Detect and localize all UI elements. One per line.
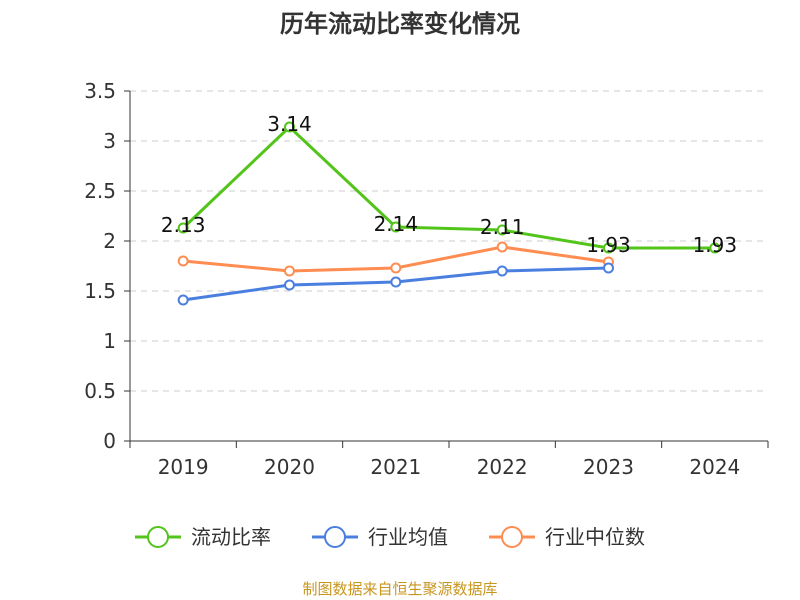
x-tick-label: 2020 [264, 455, 315, 479]
data-point [390, 276, 402, 288]
source-note: 制图数据来自恒生聚源数据库 [302, 580, 497, 598]
data-point [603, 242, 614, 254]
chart-title: 历年流动比率变化情况 [280, 10, 520, 38]
data-label: 1.93 [693, 233, 738, 257]
y-tick-label: 1 [103, 329, 116, 353]
data-point [496, 224, 508, 236]
legend-item[interactable]: 行业中位数 [489, 525, 645, 549]
data-label: 3.14 [267, 112, 312, 136]
x-tick-label: 2024 [689, 455, 740, 479]
series-line-0 [182, 124, 715, 250]
legend-item[interactable]: 流动比率 [135, 525, 271, 549]
legend-marker-icon [324, 526, 346, 548]
data-point [284, 121, 295, 133]
data-label: 2.13 [161, 213, 206, 237]
data-point [284, 265, 295, 277]
legend-label: 流动比率 [191, 525, 271, 549]
y-tick-label: 1.5 [84, 279, 116, 303]
y-tick-label: 0.5 [84, 379, 116, 403]
x-tick-label: 2021 [370, 455, 421, 479]
x-tick-label: 2022 [477, 455, 528, 479]
y-tick-label: 2 [103, 229, 116, 253]
data-point [709, 242, 721, 254]
legend-label: 行业均值 [368, 525, 448, 549]
data-point [390, 221, 402, 233]
data-point [177, 222, 189, 234]
legend-label: 行业中位数 [545, 525, 645, 549]
legend-marker-icon [501, 526, 523, 548]
y-tick-label: 3.5 [84, 79, 116, 103]
data-point [284, 279, 295, 291]
data-point [496, 241, 508, 253]
legend-marker-icon [147, 526, 169, 548]
x-tick-label: 2023 [583, 455, 634, 479]
data-label: 2.14 [374, 212, 419, 236]
data-point [603, 262, 614, 274]
legend-item[interactable]: 行业均值 [312, 525, 448, 549]
y-tick-label: 0 [103, 429, 116, 453]
y-tick-label: 2.5 [84, 179, 116, 203]
x-tick-label: 2019 [158, 455, 209, 479]
data-point [177, 294, 189, 306]
data-point [390, 262, 402, 274]
y-tick-label: 3 [103, 129, 116, 153]
data-label: 1.93 [586, 233, 631, 257]
data-label: 2.11 [480, 215, 525, 239]
data-point [496, 265, 508, 277]
data-point [177, 255, 189, 267]
